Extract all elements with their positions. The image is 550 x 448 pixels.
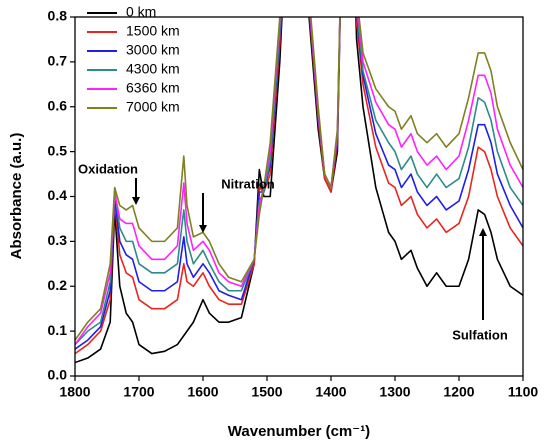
plot-lines — [75, 17, 523, 364]
x-tick-label: 1700 — [123, 384, 154, 400]
legend-label: 3000 km — [126, 42, 180, 58]
series-line — [75, 17, 523, 355]
x-axis-label: Wavenumber (cm⁻¹) — [228, 423, 370, 440]
y-tick-label: 0.2 — [48, 277, 68, 293]
y-tick-label: 0.8 — [48, 8, 68, 24]
x-tick-label: 1600 — [187, 384, 218, 400]
annotation: Oxidation — [78, 161, 138, 176]
x-tick-label: 1200 — [443, 384, 474, 400]
annotation: Nitration — [221, 176, 275, 191]
legend-label: 6360 km — [126, 80, 180, 96]
x-tick-label: 1100 — [508, 384, 539, 400]
series-line — [75, 17, 523, 341]
legend-label: 0 km — [126, 4, 156, 20]
annotation: Sulfation — [452, 327, 508, 342]
plot-frame — [74, 16, 524, 377]
series-line — [75, 17, 523, 364]
legend-label: 7000 km — [126, 99, 180, 115]
x-tick-label: 1300 — [379, 384, 410, 400]
x-tick-label: 1800 — [59, 384, 90, 400]
y-tick-label: 0.0 — [48, 367, 68, 383]
y-tick-label: 0.3 — [48, 232, 68, 248]
y-tick-label: 0.5 — [48, 142, 68, 158]
y-tick-label: 0.7 — [48, 53, 68, 69]
legend-label: 4300 km — [126, 61, 180, 77]
y-tick-label: 0.1 — [48, 322, 68, 338]
x-tick-label: 1500 — [251, 384, 282, 400]
x-tick-label: 1400 — [315, 384, 346, 400]
legend-label: 1500 km — [126, 23, 180, 39]
y-tick-label: 0.6 — [48, 97, 68, 113]
y-tick-label: 0.4 — [48, 187, 68, 203]
y-axis-label: Absorbance (a.u.) — [8, 133, 25, 260]
series-line — [75, 17, 523, 346]
series-line — [75, 17, 523, 346]
series-line — [75, 17, 523, 350]
